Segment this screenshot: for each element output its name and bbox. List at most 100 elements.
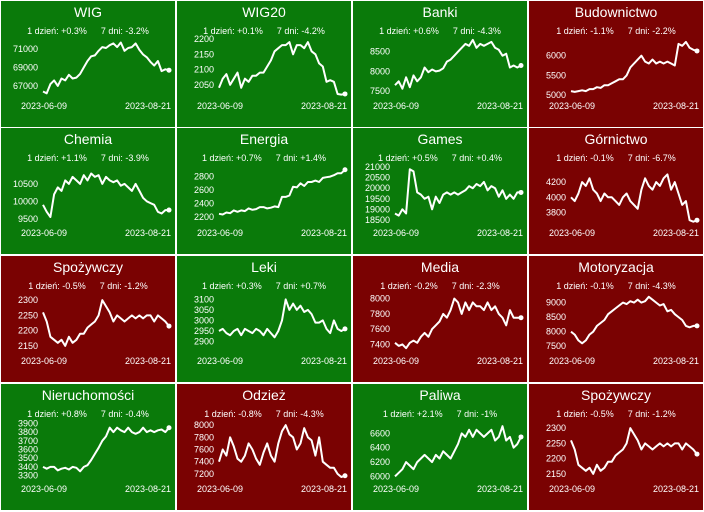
- chart-title: Media: [420, 259, 460, 275]
- x-end-label: 2023-08-21: [477, 101, 523, 111]
- x-end-label: 2023-08-21: [301, 484, 347, 494]
- y-tick-label: 8000: [370, 294, 390, 304]
- line-chart: 2150 2200 2250 2300 2023-06-09 2023-08-21: [546, 423, 700, 494]
- last-point: [166, 425, 172, 431]
- x-start-label: 2023-06-09: [549, 101, 595, 111]
- x-start-label: 2023-06-09: [21, 484, 67, 494]
- series-line: [570, 40, 698, 93]
- change-1-day: 1 dzień: -0.2%: [380, 281, 438, 291]
- last-point: [166, 207, 172, 213]
- last-point: [518, 63, 524, 69]
- sector-chart-tile: Nieruchomości 1 dzień: +0.8% 7 dni: -0.4% 3…: [0, 383, 176, 511]
- change-1-day: 1 dzień: -0.1%: [556, 281, 614, 291]
- change-row: 1 dzień: -1.1% 7 dni: -2.2%: [529, 26, 703, 36]
- change-1-day: 1 dzień: +0.5%: [377, 153, 438, 163]
- x-start-label: 2023-06-09: [197, 356, 243, 366]
- y-tick-label: 9500: [18, 214, 38, 224]
- change-row: 1 dzień: +1.1% 7 dni: -3.9%: [1, 153, 175, 163]
- series-line: [570, 427, 698, 475]
- x-end-label: 2023-08-21: [477, 228, 523, 238]
- last-point: [342, 91, 348, 97]
- sector-chart-tile: Games 1 dzień: +0.5% 7 dni: +0.4% 18500 1900…: [352, 127, 528, 255]
- x-start-label: 2023-06-09: [21, 101, 67, 111]
- y-tick-label: 2950: [194, 326, 214, 336]
- line-chart: 3800 4000 4200 2023-06-09 2023-08-21: [546, 173, 700, 238]
- sector-chart-tile: Chemia 1 dzień: +1.1% 7 dni: -3.9% 9500 1000…: [0, 127, 176, 255]
- x-start-label: 2023-06-09: [21, 228, 67, 238]
- y-tick-label: 8500: [546, 312, 566, 322]
- change-row: 1 dzień: -0.5% 7 dni: -1.2%: [529, 409, 703, 419]
- change-7-days: 7 dni: -1.2%: [99, 281, 148, 291]
- chart-title: Games: [417, 131, 463, 147]
- y-tick-label: 3500: [18, 453, 38, 463]
- y-tick-label: 20500: [365, 173, 390, 183]
- x-end-label: 2023-08-21: [477, 484, 523, 494]
- y-tick-label: 67000: [13, 81, 38, 91]
- sector-chart-tile: WIG20 1 dzień: +0.1% 7 dni: -4.2% 2050 2100 2…: [176, 0, 352, 128]
- change-1-day: 1 dzień: -0.5%: [556, 409, 614, 419]
- y-tick-label: 8000: [370, 66, 390, 76]
- y-tick-label: 8000: [194, 420, 214, 430]
- y-tick-label: 6000: [546, 51, 566, 61]
- x-start-label: 2023-06-09: [21, 356, 67, 366]
- series-line: [394, 297, 521, 350]
- last-point: [694, 48, 700, 54]
- series-line: [42, 426, 170, 473]
- chart-title: Leki: [251, 259, 277, 275]
- x-end-label: 2023-08-21: [301, 228, 347, 238]
- change-7-days: 7 dni: +1.4%: [275, 153, 327, 163]
- y-tick-label: 69000: [13, 62, 38, 72]
- last-point: [518, 434, 524, 440]
- chart-title: Banki: [422, 4, 458, 20]
- y-tick-label: 2150: [194, 49, 214, 59]
- change-7-days: 7 dni: -2.2%: [627, 26, 676, 36]
- x-start-label: 2023-06-09: [197, 101, 243, 111]
- line-chart: 2150 2200 2250 2300 2023-06-09 2023-08-21: [18, 295, 172, 366]
- x-start-label: 2023-06-09: [373, 484, 419, 494]
- change-7-days: 7 dni: -4.3%: [275, 409, 324, 419]
- y-tick-label: 20000: [365, 183, 390, 193]
- sector-chart-tile: Odzież 1 dzień: -0.8% 7 dni: -4.3% 7200 7400…: [176, 383, 352, 511]
- y-tick-label: 19000: [365, 204, 390, 214]
- change-row: 1 dzień: -0.5% 7 dni: -1.2%: [1, 281, 175, 291]
- change-1-day: 1 dzień: +0.8%: [27, 409, 87, 419]
- y-tick-label: 7800: [370, 309, 390, 319]
- change-row: 1 dzień: +0.7% 7 dni: +1.4%: [177, 153, 351, 163]
- y-tick-label: 7600: [370, 324, 390, 334]
- series-line: [42, 172, 169, 218]
- y-tick-label: 3600: [18, 445, 38, 455]
- chart-title: WIG20: [242, 4, 286, 20]
- change-7-days: 7 dni: -0.4%: [100, 409, 149, 419]
- y-tick-label: 7800: [194, 432, 214, 442]
- x-start-label: 2023-06-09: [373, 228, 419, 238]
- change-1-day: 1 dzień: +0.7%: [201, 153, 262, 163]
- x-start-label: 2023-06-09: [549, 228, 595, 238]
- sector-chart-tile: Budownictwo 1 dzień: -1.1% 7 dni: -2.2% 500…: [528, 0, 704, 128]
- change-1-day: 1 dzień: -0.5%: [28, 281, 86, 291]
- y-tick-label: 9000: [546, 298, 566, 308]
- y-tick-label: 2800: [194, 172, 214, 182]
- sector-chart-tile: Motoryzacja 1 dzień: -0.1% 7 dni: -4.3% 750…: [528, 255, 704, 383]
- y-tick-label: 7500: [370, 86, 390, 96]
- last-point: [342, 473, 348, 479]
- chart-title: Chemia: [63, 131, 113, 147]
- change-7-days: 7 dni: -1%: [456, 409, 498, 419]
- series-line: [394, 168, 521, 217]
- y-tick-label: 6200: [370, 457, 390, 467]
- line-chart: 7500 8000 8500 2023-06-09 2023-08-21: [370, 38, 524, 111]
- y-tick-label: 4200: [546, 177, 566, 187]
- x-start-label: 2023-06-09: [549, 484, 595, 494]
- change-row: 1 dzień: -0.1% 7 dni: -4.3%: [529, 281, 703, 291]
- series-line: [42, 41, 170, 95]
- x-start-label: 2023-06-09: [197, 484, 243, 494]
- last-point: [518, 315, 524, 321]
- change-row: 1 dzień: +0.3% 7 dni: -3.2%: [1, 26, 175, 36]
- series-line: [570, 173, 698, 223]
- series-line: [218, 41, 346, 96]
- last-point: [342, 167, 348, 173]
- line-chart: 5000 5500 6000 2023-06-09 2023-08-21: [546, 40, 700, 111]
- y-tick-label: 8500: [370, 47, 390, 57]
